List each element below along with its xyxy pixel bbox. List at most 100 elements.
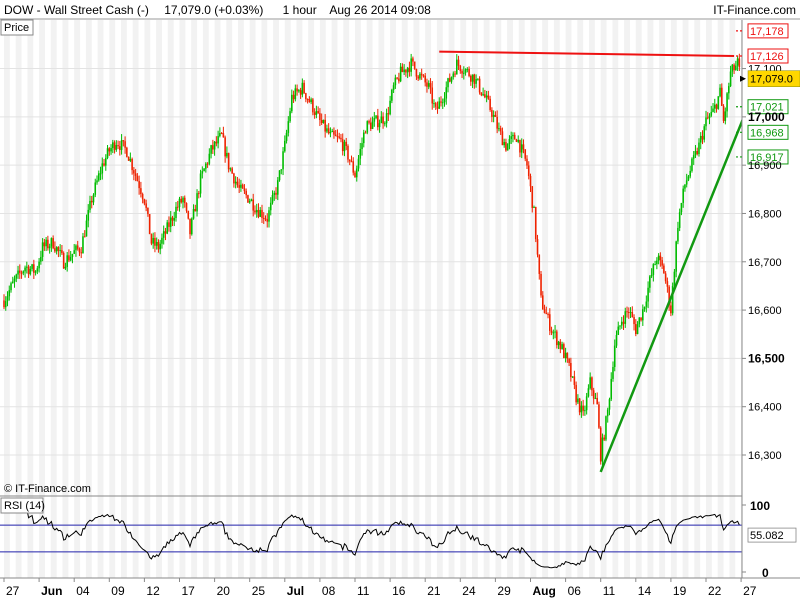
- stripe: [448, 20, 455, 578]
- candle-up: [6, 296, 9, 302]
- candle-down: [543, 309, 546, 313]
- candle-up: [201, 171, 204, 174]
- x-tick-label: Jun: [41, 584, 62, 598]
- candle-down: [529, 175, 532, 187]
- rsi-tab[interactable]: RSI (14): [4, 500, 45, 512]
- candle-down: [473, 74, 476, 84]
- candle-up: [617, 326, 620, 336]
- level-price-box: [747, 99, 789, 115]
- candle-down: [706, 117, 709, 119]
- candle-up: [605, 416, 607, 440]
- candle-up: [427, 83, 430, 87]
- candle-up: [315, 111, 318, 115]
- level-price-box: [747, 149, 789, 165]
- candle-down: [336, 136, 339, 138]
- candle-down: [299, 90, 302, 95]
- candle-down: [377, 115, 379, 128]
- candle-up: [71, 253, 74, 258]
- x-tick-label: 09: [111, 584, 125, 598]
- candle-down: [701, 135, 704, 140]
- candle-up: [190, 218, 193, 235]
- candle-up: [580, 405, 583, 413]
- x-tick-label: 14: [638, 584, 652, 598]
- candle-down: [266, 219, 269, 222]
- rsi-tab-box[interactable]: [0, 497, 44, 514]
- candle-down: [570, 362, 572, 378]
- candle-up: [248, 200, 251, 203]
- candle-down: [61, 250, 63, 254]
- stripe: [50, 20, 57, 578]
- candle-up: [152, 237, 154, 244]
- candle-down: [183, 197, 186, 204]
- candle-up: [69, 257, 72, 261]
- candle-up: [64, 266, 67, 269]
- candle-up: [92, 194, 95, 203]
- candle-down: [524, 149, 527, 159]
- candle-up: [508, 138, 511, 144]
- candle-down: [171, 217, 174, 221]
- candle-up: [255, 209, 258, 213]
- stripe: [542, 20, 549, 578]
- candle-up: [613, 345, 616, 368]
- candle-up: [673, 271, 676, 286]
- candle-down: [556, 331, 558, 346]
- candle-down: [666, 281, 669, 287]
- candle-down: [422, 75, 425, 77]
- candle-down: [454, 73, 456, 75]
- candle-down: [461, 71, 463, 74]
- stripe: [694, 20, 701, 578]
- candle-up: [482, 94, 484, 96]
- candle-up: [450, 76, 453, 82]
- candle-up: [271, 195, 274, 203]
- candle-up: [680, 202, 683, 213]
- candle-down: [354, 172, 356, 178]
- candle-up: [331, 130, 333, 132]
- datetime-label: Aug 26 2014 09:08: [329, 3, 431, 17]
- x-tick-label: 19: [673, 584, 687, 598]
- price-tab[interactable]: Price: [4, 22, 29, 34]
- candle-up: [691, 158, 693, 171]
- candle-up: [289, 111, 291, 122]
- candle-up: [612, 367, 614, 379]
- candle-up: [234, 181, 237, 184]
- candle-down: [254, 210, 256, 213]
- stripe: [167, 20, 174, 578]
- candle-up: [689, 170, 692, 177]
- candle-down: [131, 158, 133, 171]
- candle-up: [455, 59, 458, 75]
- stripe: [483, 20, 490, 578]
- price-tab-box[interactable]: [0, 19, 34, 36]
- candle-down: [480, 92, 483, 96]
- candle-up: [728, 86, 730, 94]
- rsi-current-label: 55.082: [750, 530, 784, 542]
- candle-down: [334, 134, 337, 137]
- candle-up: [22, 271, 25, 274]
- candle-up: [129, 158, 132, 161]
- candle-down: [549, 314, 551, 331]
- candle-down: [338, 136, 341, 138]
- candle-up: [26, 266, 28, 268]
- candle-down: [176, 206, 179, 208]
- level-price-box: [747, 23, 789, 39]
- candle-up: [703, 126, 706, 140]
- candle-down: [426, 82, 428, 87]
- candle-down: [275, 192, 277, 195]
- candle-down: [236, 181, 239, 186]
- candle-up: [322, 119, 325, 124]
- stripe: [436, 20, 443, 578]
- candle-up: [203, 168, 205, 172]
- candle-up: [34, 271, 37, 273]
- candle-down: [364, 132, 367, 134]
- candle-down: [659, 255, 662, 261]
- candle-down: [148, 214, 151, 235]
- candle-up: [682, 188, 684, 203]
- candle-down: [738, 58, 741, 68]
- candle-up: [240, 184, 242, 188]
- candle-down: [198, 193, 200, 195]
- candle-up: [577, 398, 579, 403]
- candle-down: [420, 73, 423, 76]
- date-stripes: [4, 20, 771, 578]
- candle-up: [24, 267, 26, 272]
- candle-up: [115, 145, 118, 150]
- candle-down: [733, 64, 735, 71]
